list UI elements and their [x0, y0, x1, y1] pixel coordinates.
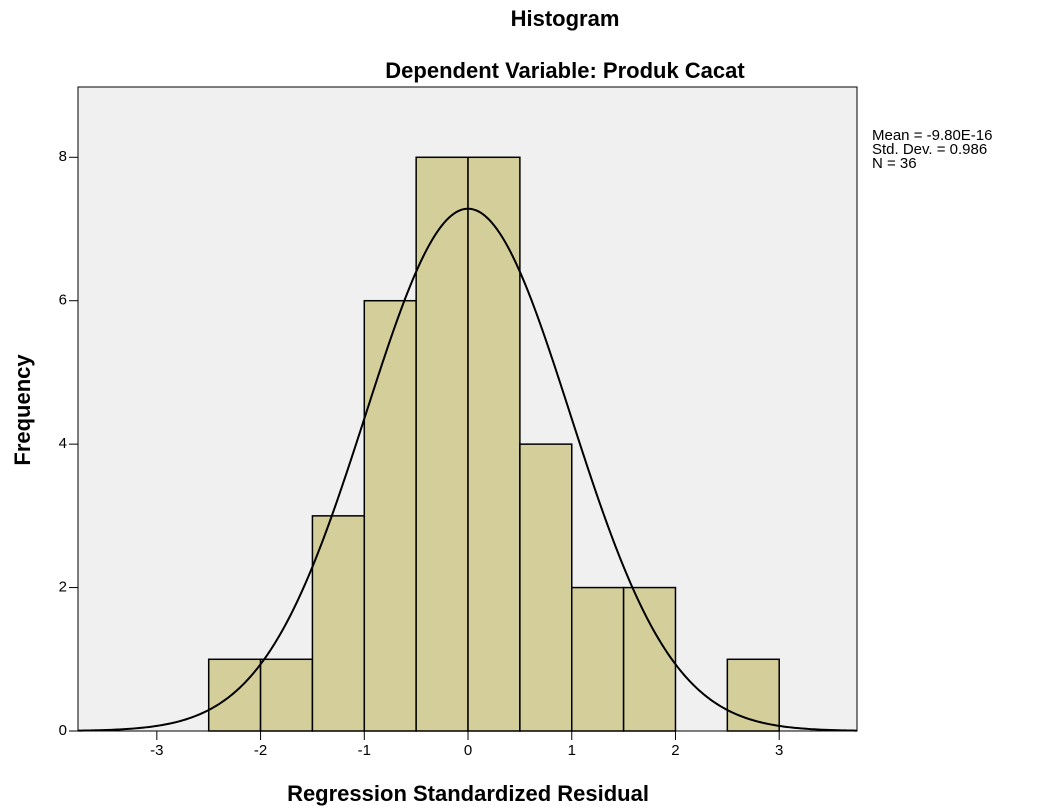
y-tick-label: 8: [59, 148, 67, 165]
y-tick-label: 2: [59, 579, 67, 596]
x-tick-label: 3: [775, 742, 783, 759]
stat-label: N = 36: [872, 155, 917, 172]
x-tick-label: 0: [464, 742, 472, 759]
y-tick-label: 4: [59, 435, 67, 452]
normal-curve: [77, 207, 858, 732]
bar: [467, 156, 521, 732]
chart-subtitle: Dependent Variable: Produk Cacat: [385, 58, 745, 83]
x-tick-label: 2: [671, 742, 679, 759]
x-tick-label: -2: [254, 742, 267, 759]
bar: [726, 658, 780, 732]
x-tick-label: -1: [358, 742, 371, 759]
bar: [519, 443, 573, 732]
bar: [363, 299, 417, 732]
bar: [311, 515, 366, 732]
stat-label: Std. Dev. = 0.986: [872, 141, 987, 158]
bar: [259, 658, 314, 732]
bar: [570, 586, 625, 732]
chart-title: Histogram: [511, 6, 620, 31]
y-axis-label: Frequency: [10, 354, 35, 466]
x-tick-label: -3: [150, 742, 163, 759]
x-tick-label: 1: [568, 742, 576, 759]
bar: [207, 658, 262, 732]
stat-label: Mean = -9.80E-16: [872, 127, 993, 144]
bar: [415, 156, 469, 732]
y-tick-label: 0: [59, 722, 67, 739]
y-tick-label: 6: [59, 292, 67, 309]
bar: [622, 586, 677, 732]
x-axis-label: Regression Standardized Residual: [287, 781, 649, 806]
